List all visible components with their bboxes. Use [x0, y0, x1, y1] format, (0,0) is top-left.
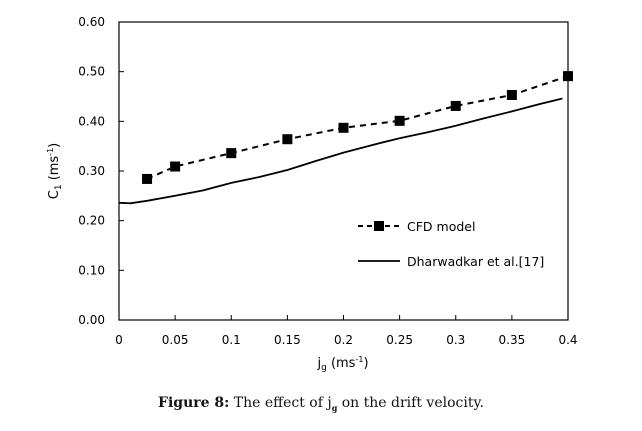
y-tick-label: 0.10	[78, 263, 105, 277]
cfd-model-marker	[226, 148, 237, 159]
y-axis-label: C1 (ms-1)	[46, 143, 64, 200]
x-tick-label: 0.05	[162, 333, 189, 347]
cfd-model-marker	[142, 173, 153, 184]
y-tick-label: 0.40	[78, 114, 105, 128]
cfd-model-marker	[170, 161, 181, 172]
x-ticks: 0 0.05 0.1 0.15 0.2 0.25 0.3 0.35 0.4	[115, 315, 578, 347]
legend: CFD model Dharwadkar et al.[17]	[358, 219, 544, 269]
x-tick-label: 0.4	[558, 333, 577, 347]
x-tick-label: 0.3	[446, 333, 465, 347]
series-layer	[118, 71, 573, 205]
legend-label-dharwadkar: Dharwadkar et al.[17]	[407, 254, 544, 269]
x-tick-label: 0.35	[499, 333, 526, 347]
figure-caption: Figure 8: The effect of jg on the drift …	[0, 395, 642, 413]
legend-swatch-square-marker	[374, 221, 384, 231]
cfd-model-marker	[506, 90, 517, 101]
cfd-model-marker	[450, 100, 461, 111]
x-tick-label: 0.1	[222, 333, 241, 347]
cfd-model-marker	[563, 71, 573, 82]
y-tick-label: 0.00	[78, 313, 105, 327]
series-line-cfd-model	[146, 75, 569, 180]
caption-label: Figure 8:	[158, 395, 230, 411]
y-ticks: 0.00 0.10 0.20 0.30 0.40 0.50 0.60	[78, 15, 124, 327]
x-tick-label: 0.25	[386, 333, 413, 347]
x-tick-label: 0	[115, 333, 123, 347]
y-tick-label: 0.30	[78, 164, 105, 178]
y-tick-label: 0.50	[78, 65, 105, 79]
cfd-model-marker	[282, 134, 293, 145]
x-axis-label: jg (ms-1)	[316, 355, 368, 373]
legend-item-dharwadkar: Dharwadkar et al.[17]	[358, 254, 544, 269]
cfd-model-marker	[338, 122, 349, 133]
plot-frame	[118, 21, 569, 321]
series-line-dharwadkar	[118, 97, 563, 205]
legend-item-cfd-model: CFD model	[358, 219, 475, 234]
y-tick-label: 0.20	[78, 214, 105, 228]
x-tick-label: 0.15	[274, 333, 301, 347]
x-tick-label: 0.2	[334, 333, 353, 347]
legend-label-cfd-model: CFD model	[407, 219, 475, 234]
axes	[118, 21, 569, 321]
y-tick-label: 0.60	[78, 15, 105, 29]
caption-text: The effect of jg on the drift velocity.	[229, 395, 484, 413]
cfd-model-marker	[394, 115, 405, 126]
